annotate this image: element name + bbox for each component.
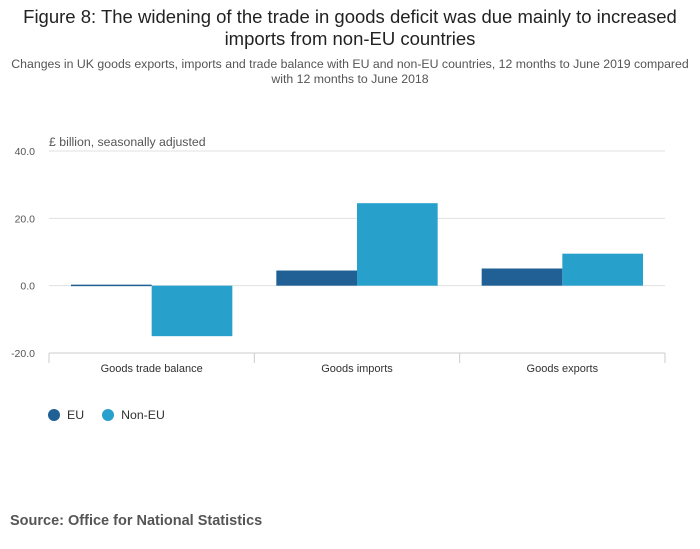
y-tick-labels: -20.0 0.0 20.0 40.0 [11,146,35,360]
legend-non-eu-marker [102,409,115,421]
bar-eu-1[interactable] [276,270,357,286]
x-axis: Goods trade balance Goods imports Goods ex… [48,352,666,375]
legend-item-eu[interactable]: EU [48,408,84,422]
legend-eu-label: EU [67,408,85,422]
bar-non-eu-0[interactable] [151,285,233,337]
x-tick-label-1: Goods imports [321,363,393,375]
legend: EU Non-EU [48,408,183,422]
chart-subtitle: Changes in UK goods exports, imports and… [11,57,689,86]
y-tick-label-3: 40.0 [15,146,36,158]
y-tick-label-1: 0.0 [20,281,35,293]
x-tick-label-0: Goods trade balance [101,363,203,375]
x-tick-label-2: Goods exports [527,363,599,375]
y-tick-label-2: 20.0 [15,213,36,225]
bars [71,203,643,337]
bar-eu-2[interactable] [481,268,563,286]
y-axis-label: £ billion, seasonally adjusted [49,135,206,149]
bar-eu-0[interactable] [71,284,152,287]
source-note: Source: Office for National Statistics [10,513,263,529]
legend-non-eu-label: Non-EU [121,408,165,422]
bar-non-eu-2[interactable] [562,253,643,286]
legend-eu-marker [48,409,60,421]
bar-non-eu-1[interactable] [357,203,438,286]
chart-title: Figure 8: The widening of the trade in g… [23,6,677,49]
legend-item-non-eu[interactable]: Non-EU [102,408,165,422]
y-tick-label-0: -20.0 [11,348,35,360]
